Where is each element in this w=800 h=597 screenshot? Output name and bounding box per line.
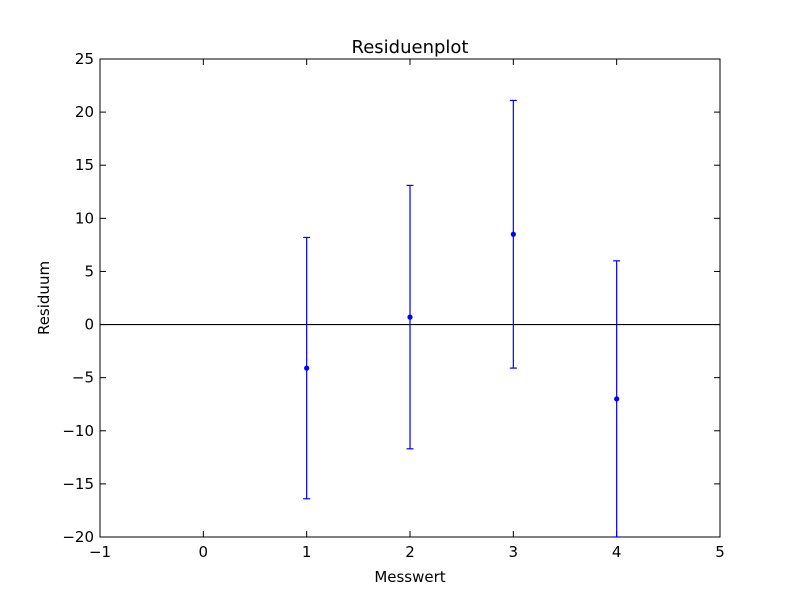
x-tick-label: 3	[509, 543, 519, 561]
y-axis-title: Residuum	[35, 261, 53, 335]
x-tick-label: 1	[302, 543, 312, 561]
x-tick-label: 5	[715, 543, 725, 561]
data-point	[614, 396, 620, 402]
x-tick-label: 4	[612, 543, 622, 561]
y-tick-label: 10	[75, 209, 94, 227]
y-tick-label: −15	[62, 475, 94, 493]
data-point-group	[509, 99, 517, 369]
y-tick-label: 5	[84, 262, 94, 280]
y-tick-label: −20	[62, 528, 94, 546]
data-point	[510, 231, 516, 237]
y-tick-label: 15	[75, 156, 94, 174]
x-tick-label: 2	[405, 543, 415, 561]
x-axis: −1 0 1 2 3 4 5	[89, 59, 725, 561]
y-tick-label: 25	[75, 50, 94, 68]
data-point	[407, 314, 413, 320]
x-axis-title: Messwert	[374, 568, 445, 586]
y-tick-label: 0	[84, 316, 94, 334]
series-layer	[303, 99, 621, 538]
y-tick-label: −10	[62, 422, 94, 440]
chart-title: Residuenplot	[352, 37, 469, 58]
y-tick-label: −5	[72, 369, 94, 387]
data-point-group	[406, 184, 414, 450]
x-tick-label: 0	[199, 543, 209, 561]
y-axis: −20 −15 −10 −5 0 5 10 15 20 25	[62, 50, 720, 546]
y-tick-label: 20	[75, 103, 94, 121]
data-point-group	[303, 236, 311, 500]
data-point-group	[613, 260, 621, 538]
data-point	[304, 365, 310, 371]
x-tick-label: −1	[89, 543, 111, 561]
